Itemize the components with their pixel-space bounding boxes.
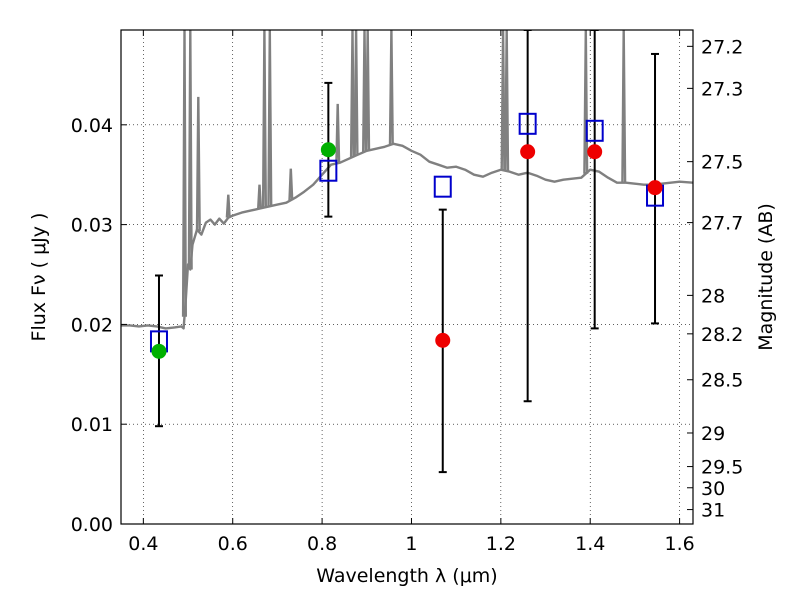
grid — [121, 30, 693, 524]
emission-line — [621, 30, 627, 183]
x-tick-label: 1.4 — [575, 533, 605, 555]
right-tick-label: 28 — [701, 285, 725, 307]
x-tick-label: 1.2 — [486, 533, 516, 555]
plot-frame — [120, 29, 694, 525]
green-data-point — [320, 142, 336, 158]
right-tick-label: 30 — [701, 478, 725, 500]
emission-line — [504, 30, 510, 172]
red-data-point — [435, 332, 451, 348]
x-tick-label: 0.4 — [128, 533, 158, 555]
right-tick-label: 31 — [701, 500, 725, 522]
y-tick-label: 0.03 — [71, 215, 113, 237]
right-tick-label: 29 — [701, 423, 725, 445]
model-square-point — [518, 112, 537, 135]
emission-line — [195, 96, 201, 232]
emission-line — [288, 168, 294, 201]
emission-line — [388, 30, 394, 145]
emission-line — [261, 30, 267, 208]
right-tick-label: 27.3 — [701, 78, 743, 100]
emission-line — [353, 30, 359, 156]
right-axis-title: Magnitude (AB) — [755, 203, 777, 351]
emission-line — [362, 30, 368, 152]
emission-line — [335, 103, 341, 164]
right-tick-label: 27.7 — [701, 213, 743, 235]
emission-line — [181, 30, 187, 317]
red-data-point — [587, 144, 603, 160]
x-tick-label: 1 — [405, 533, 417, 555]
x-tick-label: 1.6 — [664, 533, 694, 555]
red-data-point — [647, 180, 663, 196]
emission-line — [583, 30, 589, 174]
plot-background — [121, 30, 693, 524]
y-tick-label: 0.02 — [71, 314, 113, 336]
red-data-point — [520, 144, 536, 160]
y-axis-title: Flux Fν ( μJy ) — [28, 213, 50, 342]
x-axis-title: Wavelength λ (μm) — [316, 565, 497, 587]
emission-line — [365, 30, 371, 151]
emission-line — [225, 194, 231, 218]
plot-layer — [121, 30, 693, 474]
y-tick-label: 0.00 — [71, 514, 113, 536]
model-square-point — [319, 159, 338, 182]
emission-line — [500, 30, 506, 171]
emission-line — [267, 30, 273, 207]
emission-line — [187, 30, 193, 270]
y-tick-label: 0.01 — [71, 414, 113, 436]
model-square-point — [433, 175, 452, 198]
y-tick-label: 0.04 — [71, 115, 113, 137]
emission-line — [349, 30, 355, 158]
emission-line — [257, 184, 263, 209]
right-tick-label: 28.2 — [701, 324, 743, 346]
right-tick-label: 29.5 — [701, 457, 743, 479]
green-data-point — [151, 343, 167, 359]
right-tick-label: 27.5 — [701, 152, 743, 174]
x-tick-label: 0.8 — [307, 533, 337, 555]
right-tick-label: 28.5 — [701, 370, 743, 392]
x-tick-label: 0.6 — [218, 533, 248, 555]
right-tick-label: 27.2 — [701, 36, 743, 58]
ticks: 0.4 0.6 0.8 1 1.2 1.4 1.6 0.00 0.01 0.02 0.03 0.04 2… — [71, 30, 743, 555]
model-square-point — [585, 119, 604, 142]
